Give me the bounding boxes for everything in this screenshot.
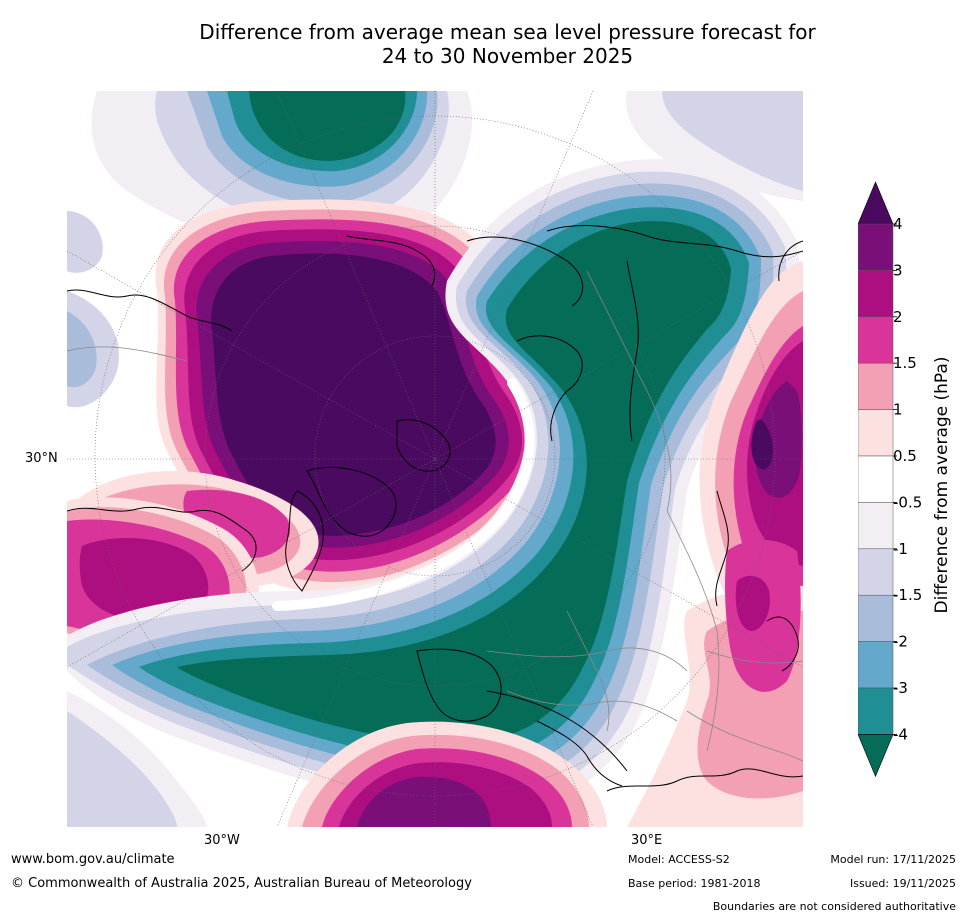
colorbar-title: Difference from average (hPa) — [932, 356, 952, 614]
contour-p4 — [751, 419, 773, 470]
pressure-anomaly-map — [67, 91, 803, 827]
political-borders — [67, 270, 803, 762]
colorbar-tick-label: 1.5 — [893, 354, 917, 372]
colorbar-tick-label: 4 — [893, 215, 903, 233]
colorbar-box — [858, 223, 894, 271]
anomaly-negative-eurasia — [67, 159, 801, 813]
colorbar-tick-label: 0.5 — [893, 447, 917, 465]
lat-label-30n: 30°N — [25, 451, 58, 466]
colorbar-tick-label: -3 — [893, 679, 908, 697]
base-period-text: Base period: 1981-2018 — [628, 877, 761, 890]
website-link[interactable]: www.bom.gov.au/climate — [11, 852, 175, 867]
colorbar-extend-max — [858, 181, 894, 225]
colorbar-box — [858, 502, 894, 550]
contour-p3 — [755, 381, 802, 498]
lon-label-30e: 30°E — [631, 833, 663, 848]
colorbar-box — [858, 270, 894, 318]
copyright-text: © Commonwealth of Australia 2025, Austra… — [11, 876, 472, 891]
disclaimer-text: Boundaries are not considered authoritat… — [712, 900, 956, 913]
colorbar-box — [858, 316, 894, 364]
contour-n4 — [249, 91, 406, 161]
contour-n4 — [177, 221, 731, 744]
model-run-text: Model run: 17/11/2025 — [830, 853, 956, 866]
colorbar-box — [858, 641, 894, 689]
contour-p3 — [357, 776, 491, 827]
title-line-1: Difference from average mean sea level p… — [199, 20, 816, 44]
colorbar-box — [858, 594, 894, 642]
model-text: Model: ACCESS-S2 — [628, 853, 730, 866]
anomaly-negative-northeast — [626, 91, 803, 201]
colorbar: 4 3 2 1.5 1 0.5 -0.5 -1 -1.5 -2 -3 -4 — [858, 181, 922, 778]
colorbar-tick-label: -1.5 — [893, 586, 922, 604]
colorbar-tick-label: -4 — [893, 725, 908, 743]
contour-p2 — [79, 537, 209, 622]
colorbar-box — [858, 548, 894, 596]
zero-line-band — [272, 378, 535, 611]
colorbar-tick-label: 2 — [893, 308, 903, 326]
chart-title: Difference from average mean sea level p… — [0, 20, 965, 68]
colorbar-tick-label: 1 — [893, 401, 903, 419]
lon-label-30w: 30°W — [204, 833, 240, 848]
colorbar-box — [858, 687, 894, 735]
colorbar-tick-label: -2 — [893, 633, 908, 651]
colorbar-tick-label: 3 — [893, 261, 903, 279]
graticule — [67, 91, 803, 827]
contour-p4 — [211, 253, 496, 536]
colorbar-box — [858, 362, 894, 410]
colorbar-tick-label: -1 — [893, 540, 908, 558]
colorbar-box — [858, 409, 894, 457]
colorbar-tick-label: -0.5 — [893, 493, 922, 511]
title-line-2: 24 to 30 November 2025 — [381, 44, 634, 68]
colorbar-extend-min — [858, 734, 894, 778]
coastlines — [67, 225, 803, 792]
anomaly-positive-south — [287, 721, 607, 827]
issued-text: Issued: 19/11/2025 — [849, 877, 956, 890]
colorbar-box — [858, 455, 894, 503]
